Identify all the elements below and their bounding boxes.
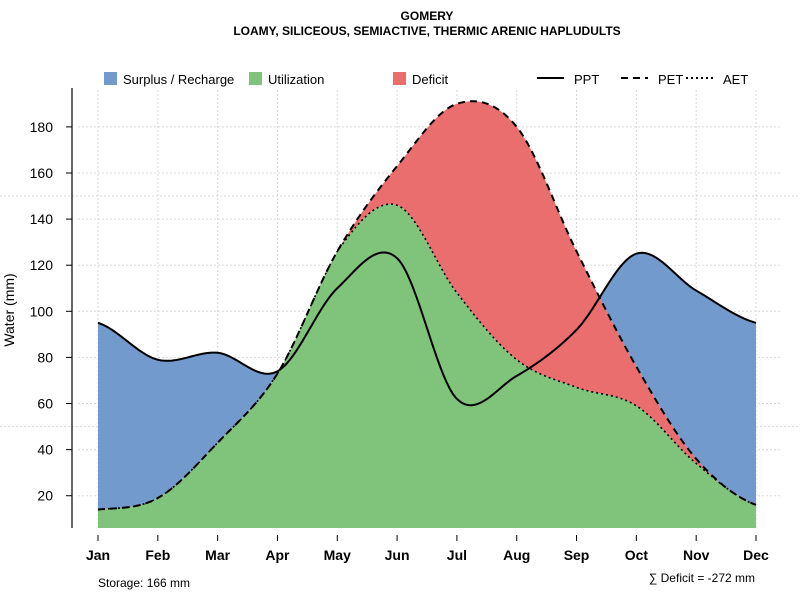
x-tick-label: Mar <box>205 547 230 563</box>
y-tick-label: 180 <box>30 119 54 135</box>
legend-label: Surplus / Recharge <box>123 72 234 87</box>
legend-label: Deficit <box>412 72 449 87</box>
deficit-note: ∑ Deficit = -272 mm <box>649 571 755 585</box>
legend-swatch <box>104 72 117 85</box>
legend: Surplus / Recharge Utilization Deficit PPT P… <box>104 72 748 87</box>
legend-label: PET <box>658 72 683 87</box>
ppt-line <box>97 251 757 407</box>
x-tick-label: Nov <box>683 547 710 563</box>
x-tick-label: Jul <box>447 547 467 563</box>
x-tick-label: Aug <box>503 547 530 563</box>
series-lines <box>97 100 757 511</box>
y-tick-label: 40 <box>37 442 53 458</box>
y-tick-label: 20 <box>37 488 53 504</box>
y-tick-label: 120 <box>30 257 54 273</box>
utilization-area <box>98 204 756 529</box>
legend-swatch <box>393 72 406 85</box>
legend-label: PPT <box>574 72 599 87</box>
x-tick-label: Jan <box>86 547 110 563</box>
legend-label: Utilization <box>268 72 324 87</box>
y-axis-label: Water (mm) <box>1 273 17 346</box>
area-layers <box>98 101 756 529</box>
y-tick-label: 160 <box>30 165 54 181</box>
legend-label: AET <box>723 72 748 87</box>
axes: 20 40 60 80 100 120 140 160 180 Jan Feb Mar Apr May Ju… <box>30 88 769 563</box>
y-tick-label: 60 <box>37 396 53 412</box>
y-tick-label: 80 <box>37 349 53 365</box>
chart-title: GOMERY <box>401 9 454 23</box>
x-tick-label: Jun <box>385 547 410 563</box>
storage-note: Storage: 166 mm <box>98 576 190 590</box>
surplus-recharge-area <box>98 101 756 510</box>
x-tick-label: May <box>324 547 351 563</box>
aet-line <box>97 203 757 511</box>
x-tick-label: Apr <box>265 547 290 563</box>
chart-subtitle: LOAMY, SILICEOUS, SEMIACTIVE, THERMIC AR… <box>233 24 620 38</box>
y-tick-label: 140 <box>30 211 54 227</box>
y-tick-label: 100 <box>30 303 54 319</box>
x-tick-label: Oct <box>625 547 649 563</box>
x-tick-label: Feb <box>145 547 170 563</box>
x-tick-label: Sep <box>564 547 590 563</box>
deficit-area <box>98 101 756 510</box>
x-tick-label: Dec <box>743 547 769 563</box>
legend-swatch <box>249 72 262 85</box>
